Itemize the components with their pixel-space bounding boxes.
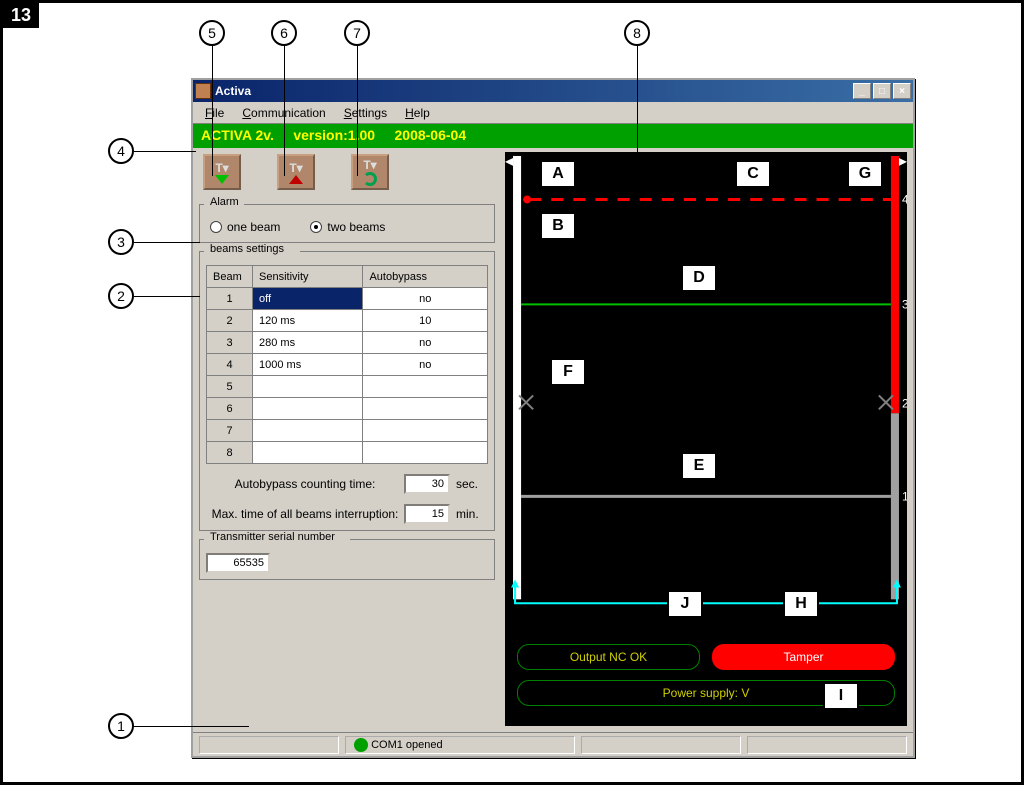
- table-row[interactable]: 5: [207, 376, 488, 398]
- figure-number: 13: [3, 3, 39, 28]
- max-interruption-unit: min.: [456, 507, 488, 521]
- col-autobypass[interactable]: Autobypass: [363, 266, 488, 288]
- menu-settings[interactable]: Settings: [336, 104, 395, 122]
- right-panel: 4 3 2 1 A B C D E F G H I J: [501, 148, 913, 732]
- diagram-label-H: H: [783, 590, 819, 618]
- close-button[interactable]: ×: [893, 83, 911, 99]
- autobypass-counting-input[interactable]: [404, 474, 450, 494]
- table-row[interactable]: 1offno: [207, 288, 488, 310]
- tool-upload-button[interactable]: T▾: [277, 154, 315, 190]
- maximize-button[interactable]: □: [873, 83, 891, 99]
- alarm-group: Alarm one beam two beams: [199, 204, 495, 243]
- left-panel: T▾ T▾ T▾ Alarm one beam two beams beams …: [193, 148, 501, 732]
- diagram-label-C: C: [735, 160, 771, 188]
- max-interruption-input[interactable]: [404, 504, 450, 524]
- radio-one-beam[interactable]: one beam: [210, 220, 280, 234]
- tamper-status: Tamper: [712, 644, 895, 670]
- table-row[interactable]: 6: [207, 398, 488, 420]
- window-title: Activa: [215, 84, 853, 98]
- info-bar: ACTIVA 2v. version:1.00 2008-06-04: [193, 124, 913, 148]
- svg-text:4: 4: [902, 193, 907, 207]
- svg-text:1: 1: [902, 489, 907, 503]
- max-interruption-label: Max. time of all beams interruption:: [206, 507, 404, 521]
- table-row[interactable]: 8: [207, 442, 488, 464]
- autobypass-unit: sec.: [456, 477, 488, 491]
- diagram-label-D: D: [681, 264, 717, 292]
- statusbar: COM1 opened: [193, 732, 913, 756]
- diagram-label-A: A: [540, 160, 576, 188]
- menu-help[interactable]: Help: [397, 104, 438, 122]
- output-nc-status: Output NC OK: [517, 644, 700, 670]
- col-beam[interactable]: Beam: [207, 266, 253, 288]
- callout-1: 1: [108, 713, 134, 739]
- com-status-text: COM1 opened: [371, 739, 443, 751]
- titlebar[interactable]: Activa _ □ ×: [193, 80, 913, 102]
- callout-2: 2: [108, 283, 134, 309]
- svg-text:3: 3: [902, 297, 907, 311]
- minimize-button[interactable]: _: [853, 83, 871, 99]
- callout-6: 6: [271, 20, 297, 46]
- transmitter-group: Transmitter serial number: [199, 539, 495, 580]
- app-icon: [195, 83, 211, 99]
- beams-settings-title: beams settings: [206, 243, 288, 255]
- table-row[interactable]: 2120 ms10: [207, 310, 488, 332]
- callout-7: 7: [344, 20, 370, 46]
- callout-4: 4: [108, 138, 134, 164]
- autobypass-counting-label: Autobypass counting time:: [206, 477, 404, 491]
- callout-3: 3: [108, 229, 134, 255]
- com-led-icon: [354, 738, 368, 752]
- radio-two-beams[interactable]: two beams: [310, 220, 385, 234]
- diagram-label-E: E: [681, 452, 717, 480]
- diagram-label-G: G: [847, 160, 883, 188]
- menu-file[interactable]: File: [197, 104, 232, 122]
- menubar: File Communication Settings Help: [193, 102, 913, 124]
- diagram-label-J: J: [667, 590, 703, 618]
- callout-8: 8: [624, 20, 650, 46]
- tool-download-button[interactable]: T▾: [203, 154, 241, 190]
- app-window: Activa _ □ × File Communication Settings…: [191, 78, 915, 758]
- table-row[interactable]: 41000 msno: [207, 354, 488, 376]
- diagram-label-B: B: [540, 212, 576, 240]
- svg-text:2: 2: [902, 396, 907, 410]
- transmitter-serial-input[interactable]: [206, 553, 270, 573]
- beams-table[interactable]: Beam Sensitivity Autobypass 1offno2120 m…: [206, 265, 488, 464]
- table-row[interactable]: 7: [207, 420, 488, 442]
- beam-diagram: 4 3 2 1 A B C D E F G H I J: [505, 152, 907, 726]
- col-sensitivity[interactable]: Sensitivity: [253, 266, 363, 288]
- beams-settings-group: beams settings Beam Sensitivity Autobypa…: [199, 251, 495, 531]
- diagram-label-F: F: [550, 358, 586, 386]
- table-row[interactable]: 3280 msno: [207, 332, 488, 354]
- transmitter-title: Transmitter serial number: [206, 531, 339, 543]
- diagram-label-I: I: [823, 682, 859, 710]
- callout-5: 5: [199, 20, 225, 46]
- alarm-title: Alarm: [206, 196, 243, 208]
